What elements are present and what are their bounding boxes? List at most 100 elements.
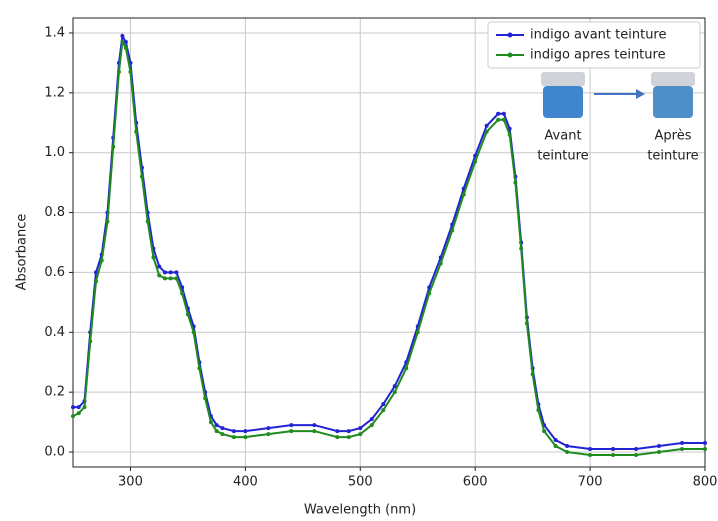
data-point <box>438 261 443 266</box>
data-point <box>501 111 506 116</box>
data-point <box>530 372 535 377</box>
data-point <box>634 453 639 458</box>
data-point <box>634 447 639 452</box>
vial-cap <box>541 72 585 86</box>
data-point <box>231 429 236 434</box>
y-axis-label: Absorbance <box>15 214 30 291</box>
data-point <box>185 312 190 317</box>
data-point <box>392 384 397 389</box>
data-point <box>105 219 110 224</box>
data-point <box>120 33 125 38</box>
data-point <box>180 291 185 296</box>
plot-frame <box>72 17 706 468</box>
data-point <box>513 180 518 185</box>
data-point <box>381 402 386 407</box>
data-point <box>312 429 317 434</box>
data-point <box>392 390 397 395</box>
data-point <box>335 429 340 434</box>
data-point <box>450 228 455 233</box>
data-point <box>484 129 489 134</box>
data-point <box>88 339 93 344</box>
data-point <box>243 429 248 434</box>
data-point <box>404 366 409 371</box>
data-point <box>346 429 351 434</box>
data-point <box>381 408 386 413</box>
y-tick-label: 0.4 <box>44 325 65 340</box>
data-point <box>461 192 466 197</box>
data-point <box>162 270 167 275</box>
legend-marker <box>507 52 513 58</box>
data-point <box>542 429 547 434</box>
x-tick-label: 400 <box>233 475 258 490</box>
x-tick-label: 300 <box>118 475 143 490</box>
data-point <box>553 438 558 443</box>
legend-box <box>487 21 701 69</box>
data-point <box>162 276 167 281</box>
data-point <box>565 450 570 455</box>
data-point <box>358 426 363 431</box>
data-point <box>231 435 236 440</box>
data-point <box>266 426 271 431</box>
data-point <box>214 429 219 434</box>
data-point <box>588 447 593 452</box>
data-point <box>157 273 162 278</box>
annotation: teinture <box>647 149 698 164</box>
x-axis-label: Wavelength (nm) <box>304 503 416 518</box>
data-point <box>358 432 363 437</box>
vial-cap <box>651 72 695 86</box>
annotation: Après <box>655 129 692 144</box>
data-point <box>536 408 541 413</box>
data-point <box>111 144 116 149</box>
data-point <box>553 444 558 449</box>
data-point <box>99 258 104 263</box>
data-point <box>427 291 432 296</box>
data-point <box>123 45 128 50</box>
data-point <box>519 246 524 251</box>
data-point <box>680 447 685 452</box>
data-point <box>657 444 662 449</box>
data-point <box>191 330 196 335</box>
series-line <box>72 38 705 457</box>
series-line <box>73 32 705 451</box>
data-point <box>145 219 150 224</box>
legend-label: indigo avant teinture <box>530 28 667 43</box>
data-point <box>93 270 98 275</box>
data-point <box>220 432 225 437</box>
y-tick-label: 1.0 <box>44 145 65 160</box>
data-point <box>588 453 593 458</box>
y-tick-label: 1.4 <box>44 25 65 40</box>
data-point <box>71 405 75 410</box>
x-tick-label: 500 <box>348 475 373 490</box>
data-point <box>289 423 294 428</box>
data-point <box>680 441 685 446</box>
data-point <box>657 450 662 455</box>
data-point <box>473 159 478 164</box>
x-tick-label: 800 <box>693 475 718 490</box>
legend-marker <box>507 32 513 38</box>
data-point <box>289 429 294 434</box>
data-point <box>197 366 202 371</box>
data-point <box>214 423 219 428</box>
y-tick-label: 0.2 <box>44 385 65 400</box>
data-point <box>120 39 125 44</box>
data-point <box>703 447 707 452</box>
data-point <box>346 435 351 440</box>
data-point <box>496 111 501 116</box>
y-tick-label: 0.6 <box>44 265 65 280</box>
y-tick-label: 0.0 <box>44 445 65 460</box>
vial-body <box>543 86 583 118</box>
data-point <box>611 453 616 458</box>
data-point <box>501 117 506 122</box>
data-point <box>93 279 98 284</box>
data-point <box>157 264 162 269</box>
data-point <box>312 423 317 428</box>
data-point <box>203 396 208 401</box>
data-point <box>335 435 340 440</box>
data-point <box>415 330 420 335</box>
data-point <box>76 411 81 416</box>
annotation: teinture <box>537 149 588 164</box>
data-point <box>168 270 173 275</box>
data-point <box>369 417 374 422</box>
data-point <box>82 405 87 410</box>
